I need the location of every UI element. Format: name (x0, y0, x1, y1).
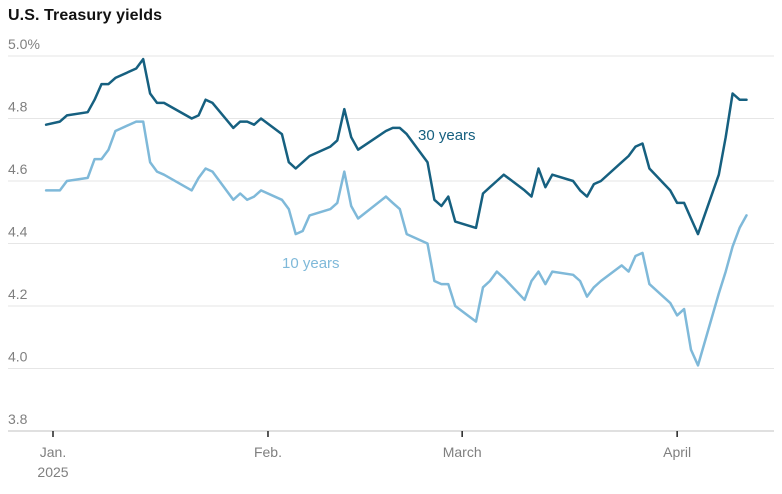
x-axis-label-April: April (663, 444, 691, 460)
y-axis-label-4.6: 4.6 (8, 161, 28, 177)
line-30-years (44, 57, 748, 236)
x-axis-sublabel-2025: 2025 (37, 464, 68, 480)
x-axis-label-Feb.: Feb. (254, 444, 282, 460)
chart-title: U.S. Treasury yields (8, 7, 163, 24)
line-10-years (44, 120, 748, 367)
y-axis-label-5.0%: 5.0% (8, 36, 40, 52)
x-axis-label-Jan.: Jan. (40, 444, 66, 460)
y-axis-label-4.0: 4.0 (8, 349, 28, 365)
y-axis-label-4.4: 4.4 (8, 224, 28, 240)
y-axis-label-4.8: 4.8 (8, 99, 28, 115)
series-label-10-years: 10 years (282, 255, 340, 272)
y-axis-label-3.8: 3.8 (8, 411, 28, 427)
y-axis-label-4.2: 4.2 (8, 286, 28, 302)
x-axis-label-March: March (443, 444, 482, 460)
series-label-30-years: 30 years (418, 127, 476, 144)
